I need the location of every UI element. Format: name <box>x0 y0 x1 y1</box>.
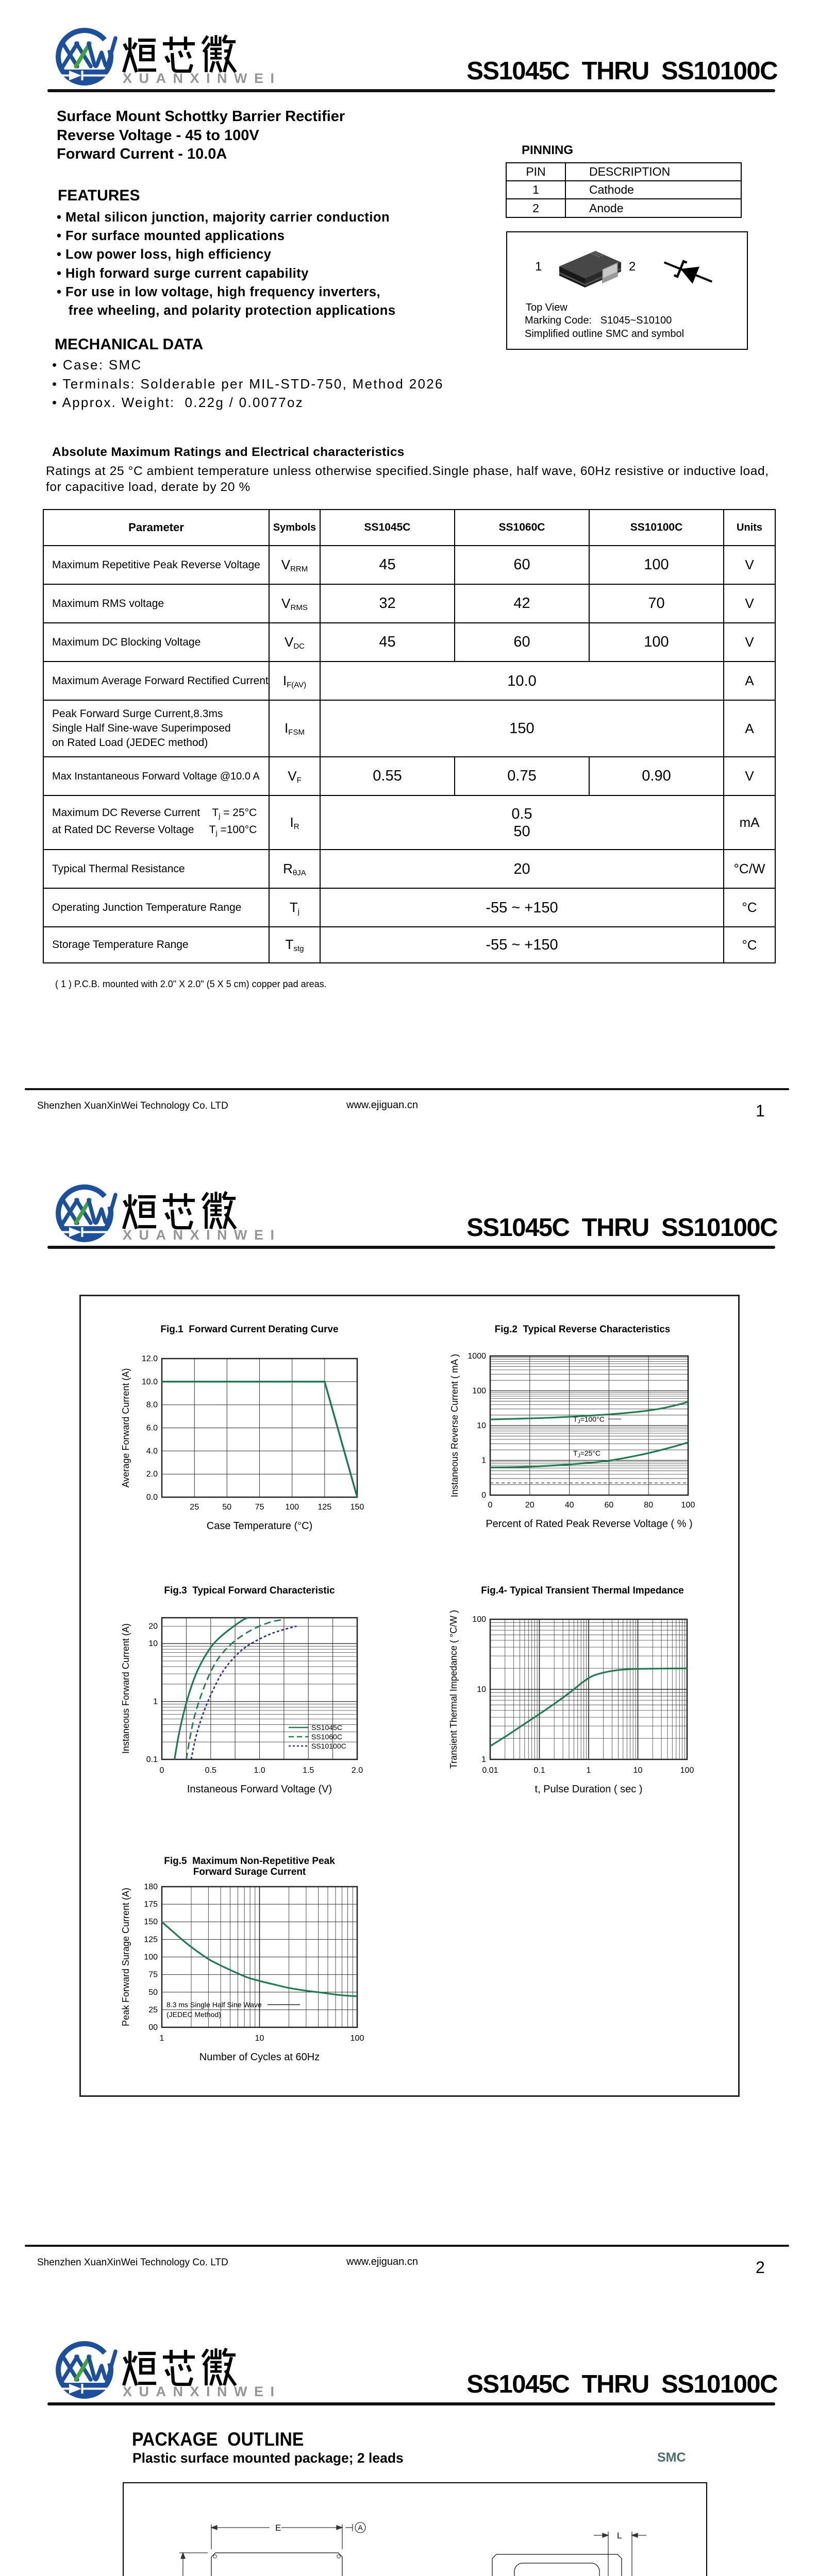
svg-text:10: 10 <box>148 1639 158 1648</box>
svg-text:150: 150 <box>144 1918 158 1926</box>
svg-text:100: 100 <box>681 1501 695 1510</box>
svg-text:10: 10 <box>255 2034 264 2043</box>
svg-text:12.0: 12.0 <box>142 1354 158 1363</box>
svg-text:1: 1 <box>587 1766 591 1775</box>
svg-text:60: 60 <box>605 1501 614 1510</box>
svg-text:100: 100 <box>144 1953 158 1962</box>
svg-text:1: 1 <box>160 2034 164 2043</box>
svg-text:Instaneous Forward Current (A): Instaneous Forward Current (A) <box>121 1623 131 1754</box>
svg-text:TJ=100°C: TJ=100°C <box>573 1415 605 1425</box>
svg-text:25: 25 <box>148 2006 158 2014</box>
svg-text:t, Pulse Duration ( sec ): t, Pulse Duration ( sec ) <box>535 1784 643 1795</box>
svg-text:00: 00 <box>148 2023 158 2032</box>
svg-text:75: 75 <box>255 1503 264 1512</box>
svg-text:80: 80 <box>644 1501 653 1510</box>
svg-text:0: 0 <box>488 1501 493 1510</box>
svg-text:0.5: 0.5 <box>205 1766 216 1775</box>
svg-text:20: 20 <box>525 1501 535 1510</box>
svg-text:0: 0 <box>481 1491 486 1500</box>
svg-text:150: 150 <box>350 1503 364 1512</box>
svg-text:Average Forward Current (A): Average Forward Current (A) <box>121 1368 131 1488</box>
svg-text:20: 20 <box>148 1622 158 1631</box>
svg-text:SS10100C: SS10100C <box>311 1742 346 1750</box>
svg-text:(JEDEC Method): (JEDEC Method) <box>166 2010 221 2019</box>
svg-text:Instaneous Reverse Current ( m: Instaneous Reverse Current ( mA ) <box>449 1354 460 1497</box>
svg-text:180: 180 <box>144 1883 158 1891</box>
svg-text:75: 75 <box>148 1971 158 1979</box>
svg-text:XUANXINWEI: XUANXINWEI <box>123 1227 281 1243</box>
svg-text:125: 125 <box>144 1935 158 1944</box>
svg-text:Peak Forward Surage Current (A: Peak Forward Surage Current (A) <box>121 1888 131 2026</box>
svg-text:10: 10 <box>477 1685 486 1694</box>
svg-text:100: 100 <box>472 1387 486 1396</box>
svg-text:XUANXINWEI: XUANXINWEI <box>123 2384 281 2399</box>
svg-text:0.1: 0.1 <box>146 1755 158 1764</box>
svg-text:0.0: 0.0 <box>146 1493 158 1502</box>
svg-text:8.3 ms Single Half Sine Wave: 8.3 ms Single Half Sine Wave <box>166 2001 262 2009</box>
svg-text:E: E <box>275 2523 281 2533</box>
svg-text:SS1045C: SS1045C <box>311 1723 342 1732</box>
svg-text:1000: 1000 <box>468 1352 486 1361</box>
svg-text:50: 50 <box>222 1503 231 1512</box>
svg-text:40: 40 <box>565 1501 574 1510</box>
svg-text:1: 1 <box>153 1698 158 1706</box>
svg-text:Number of Cycles at 60Hz: Number of Cycles at 60Hz <box>199 2052 320 2063</box>
svg-text:100: 100 <box>680 1766 694 1775</box>
svg-text:100: 100 <box>350 2034 364 2043</box>
svg-text:XUANXINWEI: XUANXINWEI <box>123 71 281 86</box>
svg-text:1.5: 1.5 <box>303 1766 314 1775</box>
svg-text:Case Temperature (°C): Case Temperature (°C) <box>207 1520 312 1532</box>
svg-text:8.0: 8.0 <box>146 1401 158 1410</box>
svg-text:Transient Thermal Impedance (: Transient Thermal Impedance ( °C/W ) <box>448 1610 459 1769</box>
svg-text:10: 10 <box>477 1421 486 1430</box>
svg-text:SS1060C: SS1060C <box>311 1733 342 1741</box>
svg-text:2.0: 2.0 <box>352 1766 363 1775</box>
svg-text:125: 125 <box>318 1503 331 1512</box>
svg-text:25: 25 <box>190 1503 199 1512</box>
svg-text:A: A <box>358 2523 363 2532</box>
svg-text:0.1: 0.1 <box>533 1766 545 1775</box>
svg-text:50: 50 <box>148 1988 158 1997</box>
svg-text:4.0: 4.0 <box>146 1447 158 1455</box>
svg-text:2.0: 2.0 <box>146 1470 158 1479</box>
svg-text:10: 10 <box>633 1766 643 1775</box>
svg-text:10.0: 10.0 <box>142 1378 158 1386</box>
svg-text:175: 175 <box>144 1900 158 1909</box>
svg-text:100: 100 <box>285 1503 299 1512</box>
svg-text:TJ=25°C: TJ=25°C <box>573 1449 600 1459</box>
svg-text:100: 100 <box>472 1615 486 1624</box>
svg-text:0: 0 <box>160 1766 164 1775</box>
svg-text:L: L <box>617 2531 622 2540</box>
svg-text:Instaneous Forward Voltage (V): Instaneous Forward Voltage (V) <box>187 1784 332 1795</box>
svg-text:1.0: 1.0 <box>254 1766 265 1775</box>
svg-text:1: 1 <box>481 1456 486 1465</box>
svg-text:Percent of Rated Peak Reverse: Percent of Rated Peak Reverse Voltage ( … <box>486 1518 692 1530</box>
svg-text:0.01: 0.01 <box>482 1766 498 1775</box>
svg-text:1: 1 <box>481 1755 486 1764</box>
svg-text:6.0: 6.0 <box>146 1424 158 1433</box>
